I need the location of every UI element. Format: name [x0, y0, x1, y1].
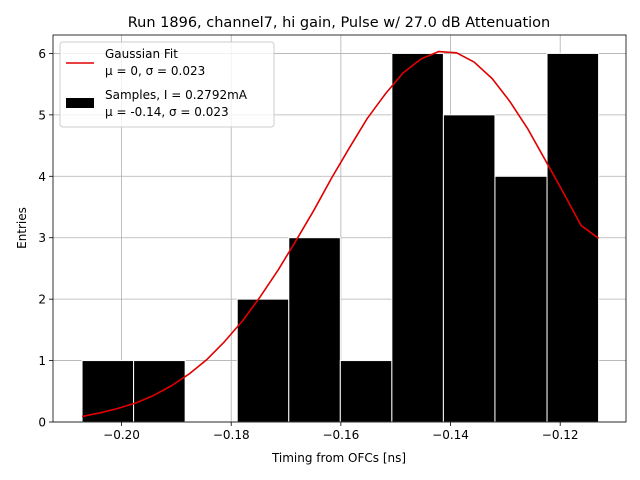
histogram-bar — [495, 176, 547, 422]
histogram-bar — [443, 115, 495, 422]
legend: Gaussian Fit μ = 0, σ = 0.023 Samples, I… — [60, 42, 274, 127]
y-tick-label: 3 — [38, 231, 46, 245]
histogram-bar — [289, 238, 341, 422]
chart-title: Run 1896, channel7, hi gain, Pulse w/ 27… — [128, 15, 551, 31]
x-tick-label: −0.14 — [432, 428, 469, 442]
legend-fit-params: μ = 0, σ = 0.023 — [105, 64, 205, 78]
legend-samples-label: Samples, I = 0.2792mA — [105, 88, 248, 102]
y-axis-label: Entries — [15, 207, 29, 249]
y-tick-label: 0 — [38, 416, 46, 430]
legend-fit-label: Gaussian Fit — [105, 47, 178, 61]
x-tick-label: −0.18 — [213, 428, 250, 442]
legend-samples-params: μ = -0.14, σ = 0.023 — [105, 105, 229, 119]
histogram-bar — [547, 53, 599, 422]
x-tick-label: −0.12 — [542, 428, 579, 442]
y-tick-label: 2 — [38, 293, 46, 307]
histogram-bar — [82, 361, 134, 422]
histogram-bar — [340, 361, 392, 422]
x-tick-label: −0.16 — [322, 428, 359, 442]
x-axis-label: Timing from OFCs [ns] — [271, 451, 406, 465]
histogram-bar — [392, 53, 444, 422]
legend-samples-swatch — [66, 98, 94, 108]
y-tick-label: 6 — [38, 47, 46, 61]
histogram-bar — [134, 361, 186, 422]
y-tick-label: 1 — [38, 354, 46, 368]
y-tick-label: 5 — [38, 108, 46, 122]
y-tick-label: 4 — [38, 170, 46, 184]
x-tick-label: −0.20 — [103, 428, 140, 442]
